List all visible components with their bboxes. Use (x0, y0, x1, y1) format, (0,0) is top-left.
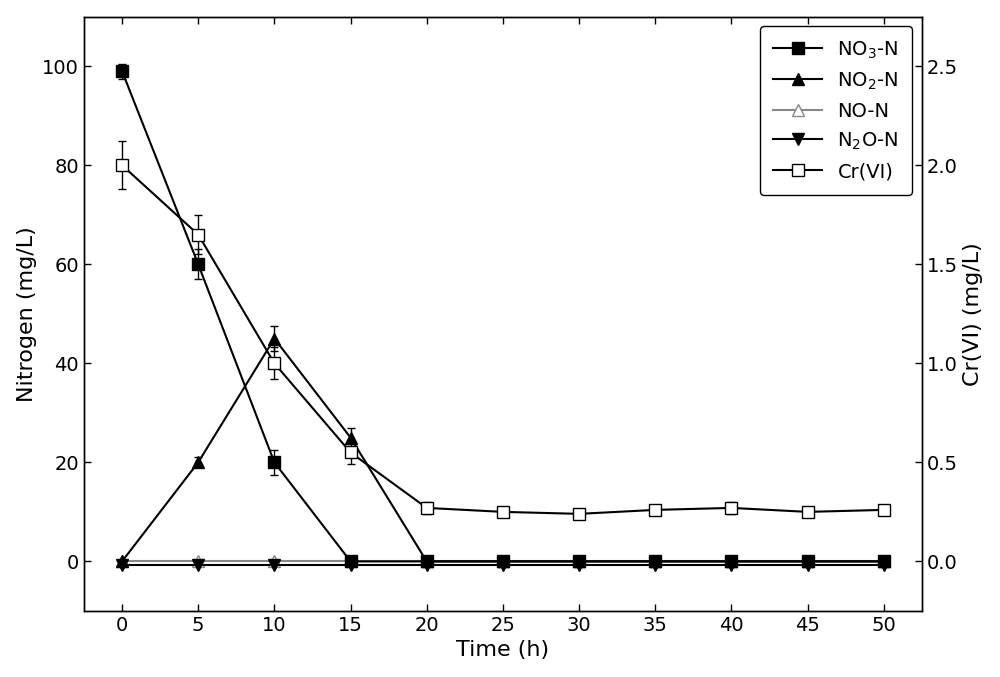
Y-axis label: Nitrogen (mg/L): Nitrogen (mg/L) (17, 226, 37, 401)
NO-N (878, 557, 890, 565)
X-axis label: Time (h): Time (h) (456, 640, 549, 660)
Y-axis label: Cr(VI) (mg/L): Cr(VI) (mg/L) (963, 242, 983, 386)
NO-N (725, 557, 737, 565)
N$_2$O-N (421, 561, 433, 569)
NO-N (345, 557, 357, 565)
NO-N (802, 557, 814, 565)
N$_2$O-N (878, 561, 890, 569)
NO-N (192, 557, 204, 565)
Line: NO-N: NO-N (116, 555, 890, 567)
N$_2$O-N (573, 561, 585, 569)
N$_2$O-N (802, 561, 814, 569)
NO-N (268, 557, 280, 565)
N$_2$O-N (497, 561, 509, 569)
NO-N (649, 557, 661, 565)
N$_2$O-N (268, 561, 280, 569)
Legend: NO$_3$-N, NO$_2$-N, NO-N, N$_2$O-N, Cr(VI): NO$_3$-N, NO$_2$-N, NO-N, N$_2$O-N, Cr(V… (760, 26, 912, 195)
N$_2$O-N (345, 561, 357, 569)
N$_2$O-N (116, 561, 128, 569)
N$_2$O-N (649, 561, 661, 569)
NO-N (573, 557, 585, 565)
NO-N (116, 557, 128, 565)
N$_2$O-N (192, 561, 204, 569)
NO-N (497, 557, 509, 565)
Line: N$_2$O-N: N$_2$O-N (116, 559, 890, 571)
N$_2$O-N (725, 561, 737, 569)
NO-N (421, 557, 433, 565)
